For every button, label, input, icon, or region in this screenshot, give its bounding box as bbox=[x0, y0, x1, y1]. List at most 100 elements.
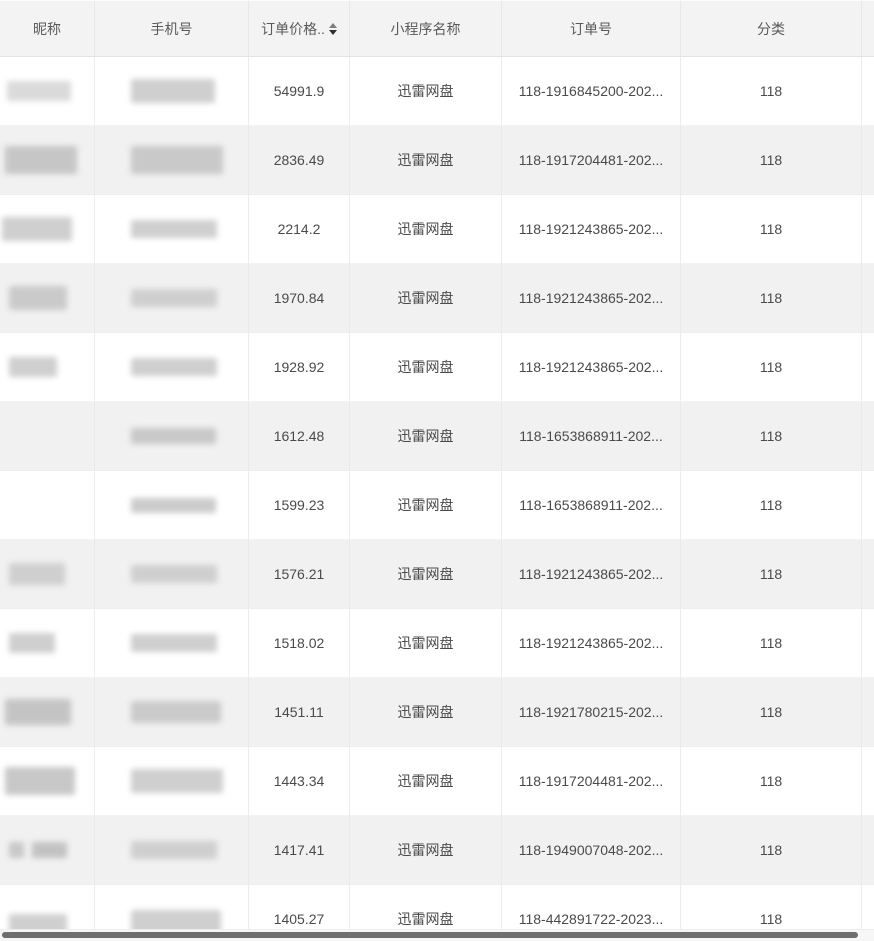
miniapp-name-cell: 迅雷网盘 bbox=[350, 816, 502, 885]
order-number-cell: 118-1921243865-202... bbox=[502, 333, 681, 402]
phone-cell bbox=[95, 195, 249, 264]
column-header-order-price[interactable]: 订单价格.. bbox=[249, 1, 350, 56]
order-number-cell: 118-1653868911-202... bbox=[502, 471, 681, 540]
category-cell: 118 bbox=[681, 816, 862, 885]
redacted-phone bbox=[131, 79, 215, 103]
order-number-cell: 118-1921243865-202... bbox=[502, 609, 681, 678]
phone-cell bbox=[95, 747, 249, 816]
redacted-nickname bbox=[5, 146, 77, 174]
table-header-row: 昵称 手机号 订单价格.. 小程序名称 订单号 分类 bbox=[0, 0, 874, 57]
category-cell: 118 bbox=[681, 885, 862, 941]
redacted-phone bbox=[131, 497, 216, 513]
sort-caret-icon[interactable] bbox=[328, 22, 337, 35]
order-price-cell: 1599.23 bbox=[249, 471, 350, 540]
order-price-cell: 1518.02 bbox=[249, 609, 350, 678]
table-row: 1443.34 迅雷网盘 118-1917204481-202... 118 bbox=[0, 747, 874, 816]
phone-cell bbox=[95, 57, 249, 126]
phone-cell bbox=[95, 126, 249, 195]
table-row: 1451.11 迅雷网盘 118-1921780215-202... 118 bbox=[0, 678, 874, 747]
category-cell: 118 bbox=[681, 264, 862, 333]
order-number-cell: 118-1653868911-202... bbox=[502, 402, 681, 471]
horizontal-scrollbar[interactable] bbox=[0, 929, 874, 941]
miniapp-name-cell: 迅雷网盘 bbox=[350, 747, 502, 816]
table-row: 1576.21 迅雷网盘 118-1921243865-202... 118 bbox=[0, 540, 874, 609]
category-cell: 118 bbox=[681, 747, 862, 816]
category-cell: 118 bbox=[681, 609, 862, 678]
order-price-cell: 1928.92 bbox=[249, 333, 350, 402]
category-cell: 118 bbox=[681, 402, 862, 471]
table-row: 1518.02 迅雷网盘 118-1921243865-202... 118 bbox=[0, 609, 874, 678]
overflow-sliver-cell bbox=[862, 471, 874, 540]
nickname-cell bbox=[0, 540, 95, 609]
category-cell: 118 bbox=[681, 678, 862, 747]
column-header-order-number: 订单号 bbox=[502, 1, 681, 56]
miniapp-name-cell: 迅雷网盘 bbox=[350, 333, 502, 402]
order-number-cell: 118-1921243865-202... bbox=[502, 540, 681, 609]
column-header-category-label: 分类 bbox=[757, 20, 785, 37]
overflow-sliver-cell bbox=[862, 678, 874, 747]
redacted-nickname bbox=[7, 81, 71, 101]
nickname-cell bbox=[0, 264, 95, 333]
column-header-phone: 手机号 bbox=[95, 1, 249, 56]
order-price-cell: 1417.41 bbox=[249, 816, 350, 885]
miniapp-name-cell: 迅雷网盘 bbox=[350, 402, 502, 471]
column-header-miniapp-name-label: 小程序名称 bbox=[390, 20, 461, 37]
redacted-phone bbox=[131, 428, 216, 444]
column-header-order-price-label: 订单价格.. bbox=[261, 20, 325, 37]
order-price-cell: 1451.11 bbox=[249, 678, 350, 747]
nickname-cell bbox=[0, 747, 95, 816]
phone-cell bbox=[95, 264, 249, 333]
overflow-sliver-cell bbox=[862, 402, 874, 471]
column-header-nickname: 昵称 bbox=[0, 1, 95, 56]
redacted-nickname bbox=[5, 767, 75, 795]
overflow-sliver-cell bbox=[862, 609, 874, 678]
category-cell: 118 bbox=[681, 57, 862, 126]
overflow-sliver-cell bbox=[862, 126, 874, 195]
nickname-cell bbox=[0, 402, 95, 471]
sort-caret-down-icon[interactable] bbox=[328, 29, 337, 35]
redacted-nickname bbox=[9, 357, 57, 377]
redacted-phone bbox=[131, 146, 223, 174]
category-cell: 118 bbox=[681, 126, 862, 195]
redacted-phone bbox=[131, 358, 217, 376]
redacted-nickname bbox=[9, 563, 65, 585]
miniapp-name-cell: 迅雷网盘 bbox=[350, 885, 502, 941]
redacted-nickname bbox=[9, 842, 67, 858]
overflow-sliver-cell bbox=[862, 264, 874, 333]
redacted-nickname bbox=[9, 633, 55, 653]
horizontal-scrollbar-thumb[interactable] bbox=[2, 932, 858, 938]
redacted-nickname bbox=[5, 699, 71, 725]
column-header-overflow-sliver bbox=[862, 1, 874, 56]
order-price-cell: 1970.84 bbox=[249, 264, 350, 333]
table-row: 2214.2 迅雷网盘 118-1921243865-202... 118 bbox=[0, 195, 874, 264]
miniapp-name-cell: 迅雷网盘 bbox=[350, 540, 502, 609]
column-header-order-number-label: 订单号 bbox=[570, 20, 612, 37]
category-cell: 118 bbox=[681, 540, 862, 609]
nickname-cell bbox=[0, 609, 95, 678]
phone-cell bbox=[95, 333, 249, 402]
category-cell: 118 bbox=[681, 333, 862, 402]
category-cell: 118 bbox=[681, 195, 862, 264]
category-cell: 118 bbox=[681, 471, 862, 540]
phone-cell bbox=[95, 402, 249, 471]
overflow-sliver-cell bbox=[862, 195, 874, 264]
redacted-phone bbox=[131, 634, 217, 652]
sort-caret-up-icon[interactable] bbox=[328, 22, 337, 28]
redacted-phone bbox=[131, 565, 217, 583]
order-price-cell: 1443.34 bbox=[249, 747, 350, 816]
nickname-cell bbox=[0, 333, 95, 402]
overflow-sliver-cell bbox=[862, 747, 874, 816]
overflow-sliver-cell bbox=[862, 333, 874, 402]
redacted-phone bbox=[131, 769, 223, 793]
miniapp-name-cell: 迅雷网盘 bbox=[350, 126, 502, 195]
table-row: 1417.41 迅雷网盘 118-1949007048-202... 118 bbox=[0, 816, 874, 885]
redacted-nickname bbox=[2, 217, 72, 241]
table-row: 1928.92 迅雷网盘 118-1921243865-202... 118 bbox=[0, 333, 874, 402]
miniapp-name-cell: 迅雷网盘 bbox=[350, 57, 502, 126]
column-header-miniapp-name: 小程序名称 bbox=[350, 1, 502, 56]
table-row: 2836.49 迅雷网盘 118-1917204481-202... 118 bbox=[0, 126, 874, 195]
order-number-cell: 118-1921243865-202... bbox=[502, 264, 681, 333]
order-price-cell: 2836.49 bbox=[249, 126, 350, 195]
nickname-cell bbox=[0, 57, 95, 126]
